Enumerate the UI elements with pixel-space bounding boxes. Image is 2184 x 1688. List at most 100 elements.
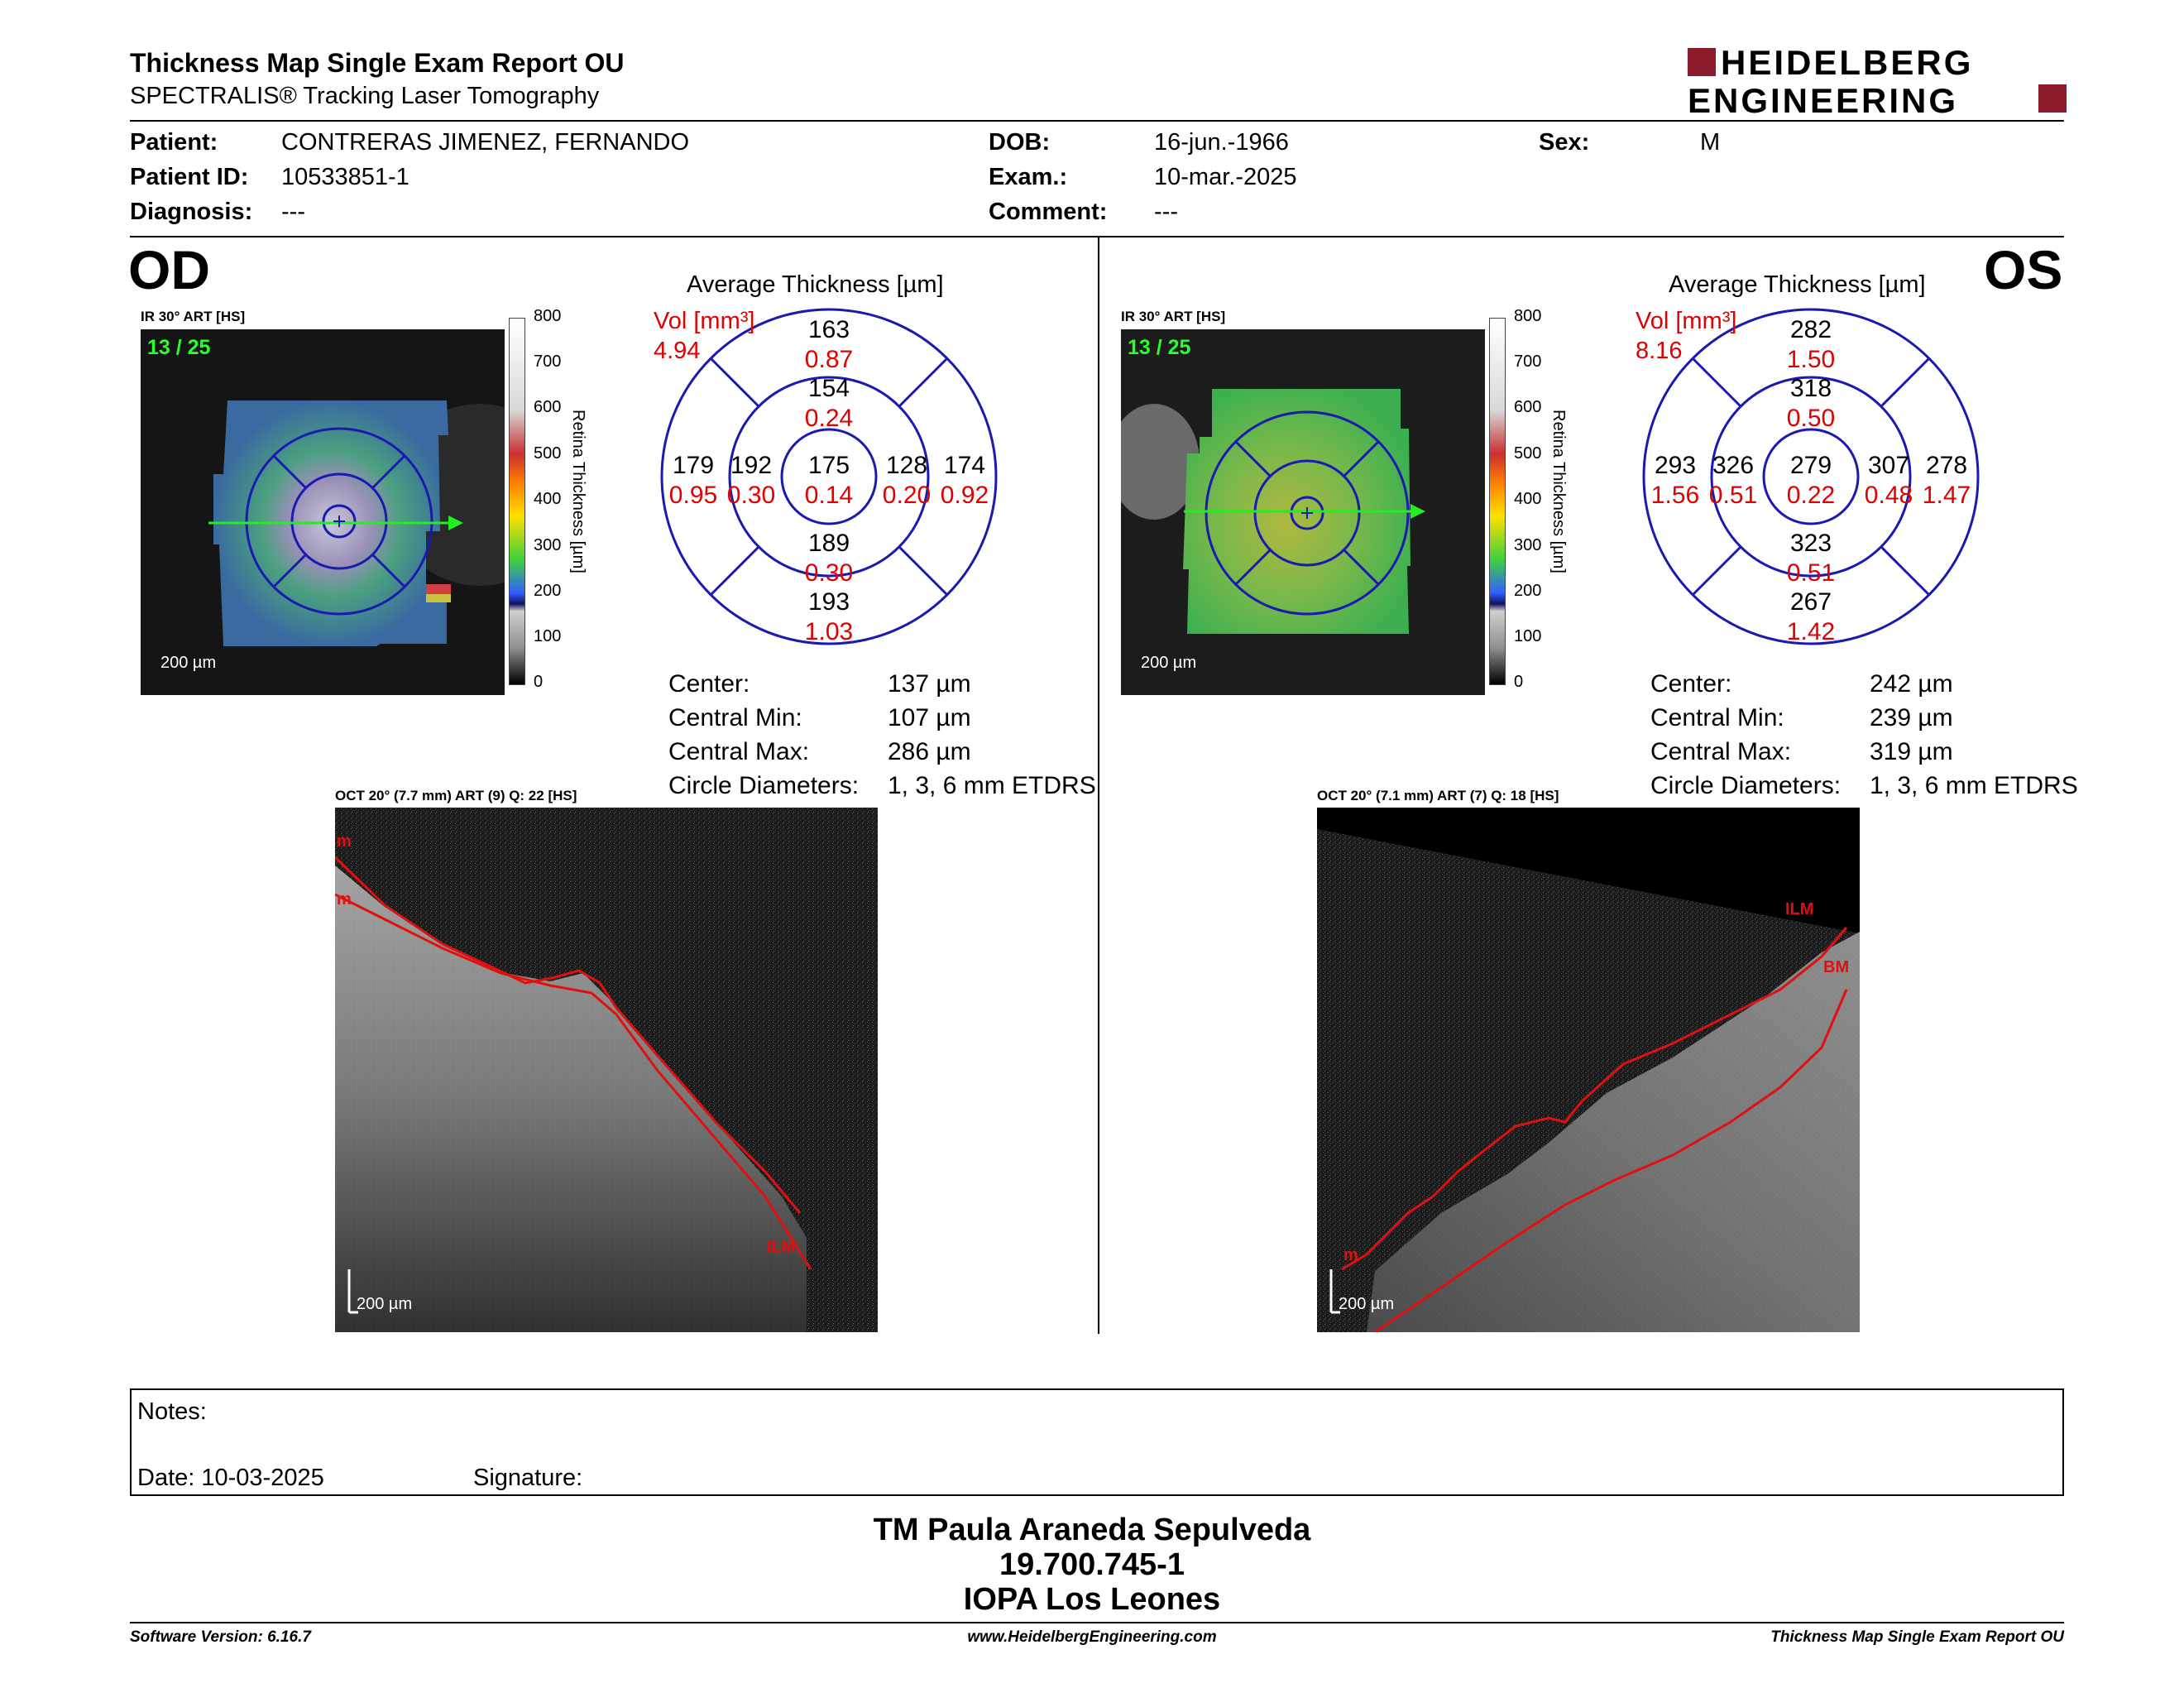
diagnosis-label: Diagnosis: (130, 199, 253, 225)
od-max-label: Central Max: (668, 738, 810, 765)
os-outer-inf-vol: 1.42 (1787, 618, 1835, 645)
dob-value: 16-jun.-1966 (1154, 129, 1289, 156)
footer-report-name: Thickness Map Single Exam Report OU (1770, 1628, 2064, 1646)
heidelberg-logo: HEIDELBERG ENGINEERING (1688, 46, 2067, 116)
report-subtitle: SPECTRALIS® Tracking Laser Tomography (130, 83, 600, 109)
od-colorbar (509, 318, 525, 685)
signer-org: IOPA Los Leones (963, 1582, 1221, 1617)
os-max-stat: 319 µm (1870, 738, 1953, 765)
od-cb-tick-0: 0 (534, 673, 544, 691)
os-diam-stat: 1, 3, 6 mm ETDRS (1870, 772, 2078, 799)
od-center-stat: 137 µm (888, 670, 971, 698)
od-oct-bscan: m m ILM 200 µm (335, 808, 878, 1332)
os-min-stat: 239 µm (1870, 704, 1953, 731)
od-min-stat: 107 µm (888, 704, 971, 731)
od-colorbar-title: Retina Thickness [µm] (569, 410, 587, 573)
report-title: Thickness Map Single Exam Report OU (130, 48, 625, 78)
os-cb-tick-800: 800 (1514, 307, 1542, 325)
website-link[interactable]: www.HeidelbergEngineering.com (967, 1628, 1217, 1646)
od-oct-label: OCT 20° (7.7 mm) ART (9) Q: 22 [HS] (335, 788, 577, 803)
os-oct-bscan: ILM BM m 200 µm (1317, 808, 1860, 1332)
os-inner-nas-value: 307 (1868, 452, 1909, 479)
od-outer-sup-vol: 0.87 (805, 346, 853, 373)
od-inner-nas-value: 128 (886, 452, 927, 479)
od-cb-tick-200: 200 (534, 582, 562, 600)
od-max-stat: 286 µm (888, 738, 971, 765)
os-center-label: Center: (1650, 670, 1732, 698)
os-cb-tick-200: 200 (1514, 582, 1542, 600)
od-frame-counter: 13 / 25 (147, 336, 211, 359)
os-fundus-image: 13 / 25 200 µm (1121, 329, 1485, 695)
os-oct-tag-ilm: ILM (1785, 900, 1814, 918)
os-inner-inf-value: 323 (1790, 530, 1832, 557)
os-oct-label: OCT 20° (7.1 mm) ART (7) Q: 18 [HS] (1317, 788, 1559, 803)
header-rule (130, 120, 2064, 122)
os-etdrs-grid-overlay (1184, 410, 1425, 616)
os-inner-temp-vol: 0.51 (1709, 482, 1757, 509)
notes-box[interactable]: Notes: Date: 10-03-2025 Signature: (130, 1388, 2064, 1496)
os-outer-sup-value: 282 (1790, 316, 1832, 343)
os-outer-inf-value: 267 (1790, 588, 1832, 616)
notes-signature: Signature: (473, 1465, 583, 1491)
os-inner-nas-vol: 0.48 (1865, 482, 1913, 509)
logo-square-bottom (2038, 84, 2067, 113)
sex-value: M (1700, 129, 1721, 156)
os-outer-sup-vol: 1.50 (1787, 346, 1835, 373)
os-oct-tag-bm: BM (1823, 958, 1850, 976)
patient-label: Patient: (130, 129, 218, 156)
os-center-stat: 242 µm (1870, 670, 1953, 698)
os-center-vol: 0.22 (1787, 482, 1835, 509)
od-cb-tick-800: 800 (534, 307, 562, 325)
sex-label: Sex: (1539, 129, 1590, 156)
od-inner-temp-vol: 0.30 (727, 482, 775, 509)
od-etdrs-chart: 163 0.87 154 0.24 179 0.95 192 0.30 175 … (660, 308, 998, 645)
exam-value: 10-mar.-2025 (1154, 164, 1297, 190)
os-cb-tick-600: 600 (1514, 398, 1542, 416)
signer-name: TM Paula Araneda Sepulveda (873, 1513, 1311, 1547)
os-vol-total: 8.16 (1636, 338, 1683, 364)
os-inner-inf-vol: 0.51 (1787, 559, 1835, 587)
os-diam-label: Circle Diameters: (1650, 772, 1842, 799)
od-outer-inf-value: 193 (808, 588, 850, 616)
od-cb-tick-400: 400 (534, 490, 562, 508)
os-colorbar (1489, 318, 1506, 685)
od-inner-inf-value: 189 (808, 530, 850, 557)
od-inner-sup-vol: 0.24 (805, 405, 853, 432)
od-oct-tag-top: m (337, 832, 352, 851)
logo-line1: HEIDELBERG (1721, 46, 1973, 82)
od-inner-nas-vol: 0.20 (883, 482, 931, 509)
od-center-vol: 0.14 (805, 482, 853, 509)
os-center-value: 279 (1790, 452, 1832, 479)
od-outer-nas-value: 174 (944, 452, 985, 479)
od-cb-tick-600: 600 (534, 398, 562, 416)
os-oct-tag-m: m (1343, 1246, 1358, 1264)
od-outer-temp-value: 179 (673, 452, 714, 479)
od-eye-label: OD (128, 239, 210, 300)
exam-label: Exam.: (989, 164, 1068, 190)
od-etdrs-grid-overlay (208, 427, 463, 616)
eye-divider (1098, 237, 1099, 1334)
patient-value: CONTRERAS JIMENEZ, FERNANDO (281, 129, 690, 156)
od-outer-nas-vol: 0.92 (941, 482, 989, 509)
os-oct-scale: 200 µm (1339, 1295, 1395, 1313)
od-oct-scale: 200 µm (357, 1295, 413, 1313)
footer-rule (130, 1622, 2064, 1623)
comment-label: Comment: (989, 199, 1108, 225)
logo-square-top (1688, 48, 1716, 76)
os-cb-tick-300: 300 (1514, 536, 1542, 554)
os-outer-nas-value: 278 (1926, 452, 1967, 479)
od-center-value: 175 (808, 452, 850, 479)
od-inner-temp-value: 192 (730, 452, 772, 479)
od-fundus-scale: 200 µm (160, 654, 217, 672)
od-cb-tick-100: 100 (534, 627, 562, 645)
logo-line2: ENGINEERING (1688, 81, 1958, 116)
od-vol-label: Vol [mm³] (654, 308, 755, 334)
od-min-label: Central Min: (668, 704, 802, 731)
os-frame-counter: 13 / 25 (1128, 336, 1191, 359)
od-vol-total: 4.94 (654, 338, 701, 364)
os-inner-temp-value: 326 (1712, 452, 1754, 479)
patient-id-value: 10533851-1 (281, 164, 410, 190)
od-oct-tag-ilm: ILM (767, 1238, 796, 1256)
od-inner-inf-vol: 0.30 (805, 559, 853, 587)
notes-date: Date: 10-03-2025 (137, 1465, 324, 1491)
